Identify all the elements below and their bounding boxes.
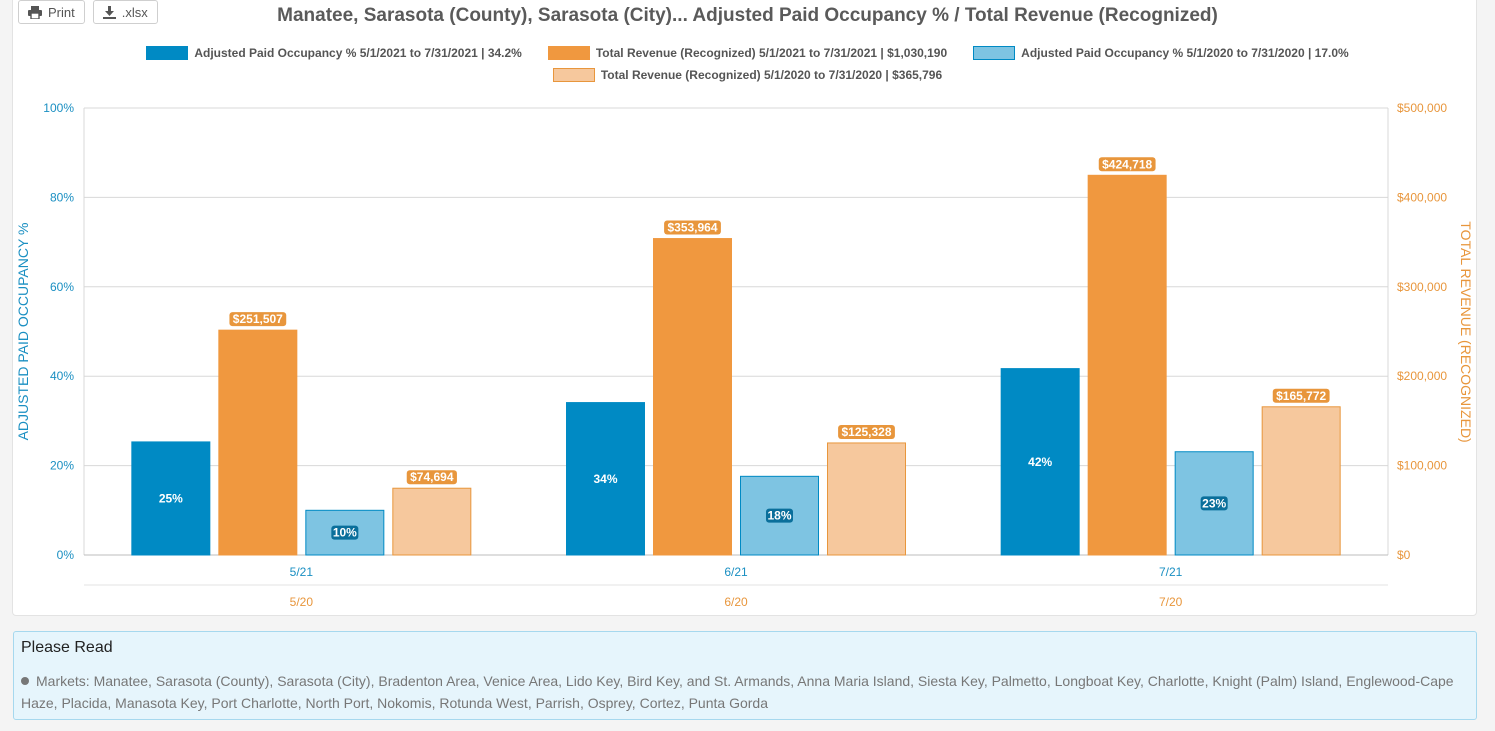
print-label: Print	[48, 4, 75, 20]
chart-plot: 0% $0 20% $100,000 40% $200,000 60% $300,000 80%…	[15, 101, 1474, 609]
legend-row-1: Adjusted Paid Occupancy % 5/1/2021 to 7/…	[0, 46, 1495, 60]
printer-icon	[28, 5, 42, 19]
markets-text: Markets: Manatee, Sarasota (County), Sar…	[21, 673, 1454, 711]
please-read-panel: Please Read Markets: Manatee, Sarasota (…	[13, 631, 1477, 720]
data-label-badge	[838, 424, 895, 439]
legend-label: Total Revenue (Recognized) 5/1/2020 to 7…	[600, 68, 943, 82]
data-label: $251,507	[233, 312, 283, 326]
bar-occ-current	[1000, 368, 1080, 556]
legend-label: Adjusted Paid Occupancy % 5/1/2020 to 7/…	[1021, 46, 1349, 60]
bullet-icon	[21, 677, 29, 685]
y-tick-label-right: $200,000	[1397, 369, 1447, 383]
data-label: 18%	[767, 509, 791, 523]
y-axis-title-left: ADJUSTED PAID OCCUPANCY %	[15, 223, 31, 441]
x-tick-label: 7/21	[1159, 565, 1183, 579]
export-xlsx-button[interactable]: .xlsx	[92, 0, 158, 24]
data-label-badge	[331, 525, 359, 540]
data-label: $125,328	[841, 425, 891, 439]
y-axis-title-right: TOTAL REVENUE (RECOGNIZED)	[1458, 221, 1474, 442]
legend-swatch	[973, 46, 1016, 60]
bar-rev-prior	[1261, 406, 1341, 556]
please-read-title: Please Read	[21, 639, 113, 656]
legend-label: Total Revenue (Recognized) 5/1/2021 to 7…	[595, 46, 948, 60]
x-tick-label-secondary: 6/20	[724, 595, 748, 609]
x-tick-label: 5/21	[290, 565, 314, 579]
data-label-badge	[1272, 388, 1330, 403]
download-icon	[102, 5, 116, 19]
data-label: 10%	[333, 526, 357, 540]
print-button[interactable]: Print	[18, 0, 85, 24]
legend-item-occupancy-2020[interactable]: Adjusted Paid Occupancy % 5/1/2020 to 7/…	[973, 46, 1349, 60]
data-label-badge	[406, 470, 457, 485]
legend-swatch	[146, 46, 189, 60]
chart-title: Manatee, Sarasota (County), Sarasota (Ci…	[277, 5, 1218, 26]
data-label: 23%	[1202, 496, 1226, 510]
y-tick-label-left: 100%	[43, 101, 74, 115]
bar-rev-prior	[392, 487, 472, 556]
legend-item-revenue-2020[interactable]: Total Revenue (Recognized) 5/1/2020 to 7…	[552, 68, 943, 82]
legend-item-occupancy-2021[interactable]: Adjusted Paid Occupancy % 5/1/2021 to 7/…	[146, 46, 522, 60]
x-tick-label: 6/21	[724, 565, 748, 579]
x-tick-label-secondary: 5/20	[290, 595, 314, 609]
legend-item-revenue-2021[interactable]: Total Revenue (Recognized) 5/1/2021 to 7…	[547, 46, 948, 60]
bar-rev-prior	[827, 442, 906, 556]
y-tick-label-right: $400,000	[1397, 190, 1447, 204]
y-tick-label-left: 20%	[50, 459, 74, 473]
bar-rev-current	[653, 238, 732, 556]
x-tick-label-secondary: 7/20	[1159, 595, 1183, 609]
data-label-badge	[1098, 157, 1156, 172]
y-tick-label-left: 60%	[50, 280, 74, 294]
data-label: $424,718	[1102, 157, 1152, 171]
data-label-badge	[229, 312, 287, 327]
markets-note: Markets: Manatee, Sarasota (County), Sar…	[21, 670, 1466, 714]
data-label: $74,694	[410, 470, 454, 484]
data-label: $353,964	[667, 221, 717, 235]
y-tick-label-right: $300,000	[1397, 280, 1447, 294]
data-label: $165,772	[1276, 389, 1326, 403]
y-tick-label-left: 80%	[50, 190, 74, 204]
legend-label: Adjusted Paid Occupancy % 5/1/2021 to 7/…	[194, 46, 522, 60]
xlsx-label: .xlsx	[121, 4, 148, 20]
legend-swatch	[547, 46, 590, 60]
legend-swatch	[552, 68, 595, 82]
data-label-badge	[664, 220, 721, 235]
data-label: 25%	[159, 491, 183, 505]
y-tick-label-right: $500,000	[1397, 101, 1447, 115]
legend-row-2: Total Revenue (Recognized) 5/1/2020 to 7…	[0, 68, 1495, 82]
y-tick-label-left: 40%	[50, 369, 74, 383]
toolbar: Print .xlsx	[18, 0, 158, 24]
y-tick-label-right: $100,000	[1397, 459, 1447, 473]
bar-occ-current	[131, 441, 211, 556]
bar-rev-current	[218, 329, 298, 556]
data-label: 34%	[593, 472, 617, 486]
y-tick-label-right: $0	[1397, 548, 1411, 562]
bar-occ-current	[566, 402, 645, 556]
data-label-badge	[1200, 496, 1228, 511]
y-tick-label-left: 0%	[57, 548, 75, 562]
bar-rev-current	[1087, 174, 1167, 556]
data-label-badge	[766, 508, 793, 523]
data-label: 42%	[1028, 455, 1052, 469]
